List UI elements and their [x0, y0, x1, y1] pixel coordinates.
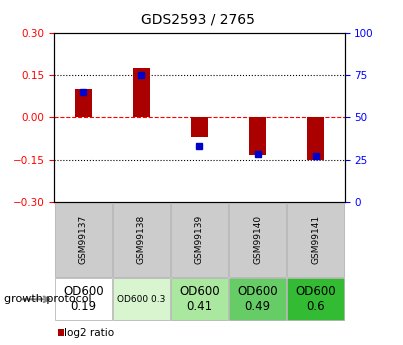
Text: GSM99139: GSM99139: [195, 215, 204, 264]
Bar: [171, 203, 228, 277]
Text: growth protocol: growth protocol: [4, 294, 91, 304]
Bar: [171, 278, 228, 321]
Bar: [113, 278, 170, 321]
Text: GSM99141: GSM99141: [311, 215, 320, 264]
Text: GSM99137: GSM99137: [79, 215, 88, 264]
Bar: [55, 278, 112, 321]
Bar: [287, 203, 344, 277]
Bar: [287, 278, 344, 321]
Text: GSM99140: GSM99140: [253, 215, 262, 264]
Text: OD600 0.3: OD600 0.3: [117, 295, 166, 304]
Bar: [249, 117, 266, 155]
Bar: [55, 203, 112, 277]
Text: OD600
0.41: OD600 0.41: [179, 285, 220, 313]
Text: GSM99138: GSM99138: [137, 215, 146, 264]
Text: log2 ratio: log2 ratio: [64, 328, 114, 338]
Text: GDS2593 / 2765: GDS2593 / 2765: [141, 12, 254, 26]
Text: OD600
0.49: OD600 0.49: [237, 285, 278, 313]
Bar: [75, 89, 91, 117]
Text: OD600
0.19: OD600 0.19: [63, 285, 104, 313]
Bar: [229, 203, 286, 277]
Bar: [133, 68, 150, 117]
Text: OD600
0.6: OD600 0.6: [295, 285, 336, 313]
Bar: [307, 117, 324, 159]
Bar: [113, 203, 170, 277]
Bar: [229, 278, 286, 321]
Bar: [191, 117, 208, 137]
